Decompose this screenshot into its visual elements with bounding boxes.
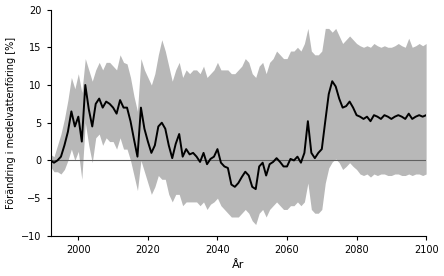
Y-axis label: Förändring i medelvattenföring [%]: Förändring i medelvattenföring [%] <box>6 37 16 209</box>
X-axis label: År: År <box>232 261 245 270</box>
